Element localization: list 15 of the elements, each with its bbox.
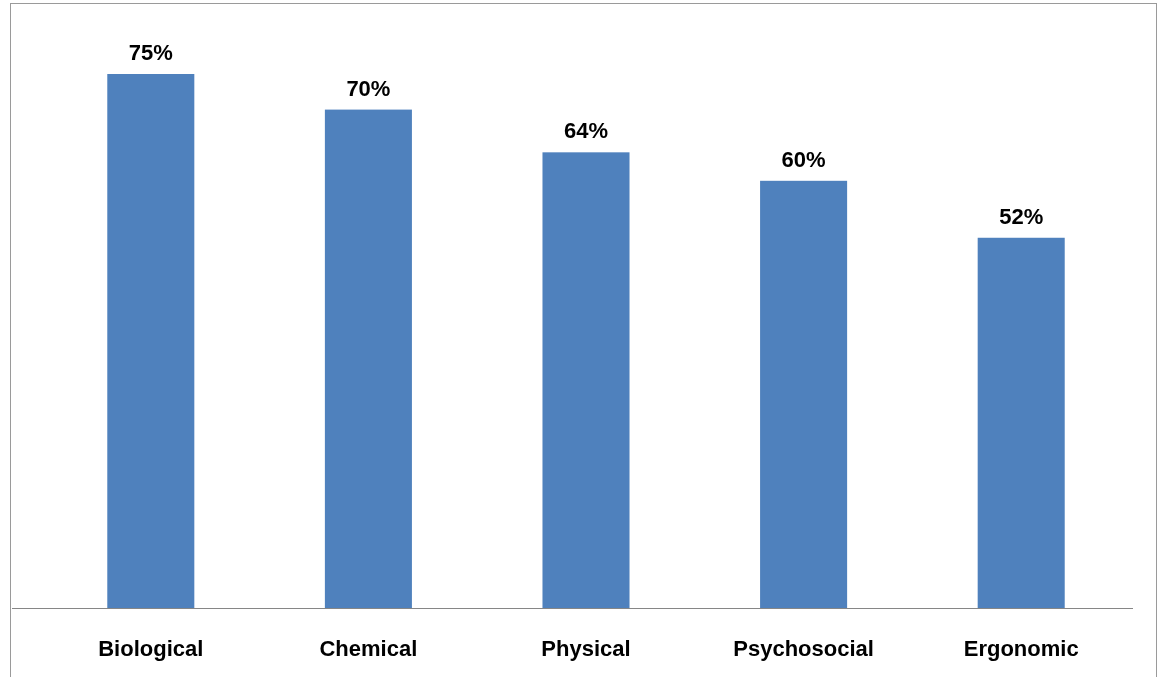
data-label: 52% <box>999 203 1044 229</box>
x-tick-label: Psychosocial <box>733 636 874 661</box>
bar <box>977 237 1065 608</box>
bar <box>107 74 195 608</box>
data-label: 60% <box>781 146 826 172</box>
bar <box>324 109 412 608</box>
bar <box>760 180 848 608</box>
x-tick-label: Physical <box>541 636 631 661</box>
x-tick-label: Chemical <box>319 636 418 661</box>
data-label: 64% <box>563 118 609 144</box>
x-tick-label: Ergonomic <box>963 636 1079 661</box>
data-label: 70% <box>346 75 391 101</box>
data-label: 75% <box>128 40 173 65</box>
x-tick-label: Biological <box>98 636 204 661</box>
bar <box>542 152 630 608</box>
